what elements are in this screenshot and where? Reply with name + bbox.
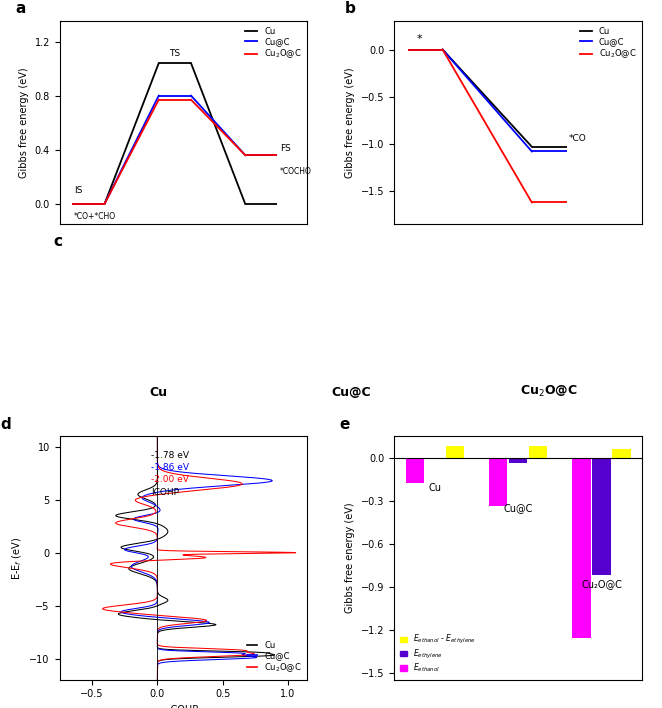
Bar bbox=[509, 457, 528, 464]
Bar bbox=[529, 446, 547, 457]
X-axis label: -COHP: -COHP bbox=[168, 705, 199, 708]
Y-axis label: Gibbs free energy (eV): Gibbs free energy (eV) bbox=[346, 503, 355, 613]
Bar bbox=[489, 457, 507, 506]
Legend: Cu, Cu@C, Cu$_2$O@C: Cu, Cu@C, Cu$_2$O@C bbox=[243, 25, 303, 62]
Bar bbox=[573, 457, 591, 638]
Text: a: a bbox=[15, 1, 25, 16]
Legend: Cu, Cu@C, Cu$_2$O@C: Cu, Cu@C, Cu$_2$O@C bbox=[578, 25, 638, 62]
Text: -1.78 eV: -1.78 eV bbox=[152, 451, 189, 460]
Bar bbox=[426, 457, 444, 459]
Bar bbox=[612, 449, 631, 457]
Text: ICOHP: ICOHP bbox=[152, 488, 179, 496]
Text: Cu: Cu bbox=[428, 484, 442, 493]
Text: Cu$_2$O@C: Cu$_2$O@C bbox=[520, 384, 578, 399]
Text: *: * bbox=[416, 34, 422, 44]
Text: Cu@C: Cu@C bbox=[504, 503, 533, 513]
Bar bbox=[406, 457, 424, 484]
Legend: $E_{ethanol}$ - $E_{ethylene}$, $E_{ethylene}$, $E_{ethanol}$: $E_{ethanol}$ - $E_{ethylene}$, $E_{ethy… bbox=[398, 632, 478, 676]
Text: *CO: *CO bbox=[569, 134, 587, 143]
Text: -2.00 eV: -2.00 eV bbox=[152, 476, 189, 484]
Y-axis label: Gibbs free energy (eV): Gibbs free energy (eV) bbox=[19, 67, 29, 178]
Legend: Cu, Cu@C, Cu$_2$O@C: Cu, Cu@C, Cu$_2$O@C bbox=[246, 639, 303, 675]
Text: TS: TS bbox=[169, 50, 181, 59]
Text: *CO+*CHO: *CO+*CHO bbox=[74, 212, 116, 221]
Y-axis label: Gibbs free energy (eV): Gibbs free energy (eV) bbox=[346, 67, 355, 178]
Text: IS: IS bbox=[74, 186, 82, 195]
Text: b: b bbox=[345, 1, 355, 16]
Text: *COCHO: *COCHO bbox=[280, 167, 312, 176]
Text: c: c bbox=[54, 234, 63, 249]
Text: d: d bbox=[0, 417, 11, 432]
Text: Cu@C: Cu@C bbox=[331, 386, 371, 399]
Y-axis label: E-E$_f$ (eV): E-E$_f$ (eV) bbox=[11, 537, 24, 580]
Text: e: e bbox=[340, 417, 350, 432]
Text: Cu₂O@C: Cu₂O@C bbox=[581, 579, 622, 590]
Bar bbox=[592, 457, 611, 575]
Text: FS: FS bbox=[280, 144, 291, 153]
Text: Cu: Cu bbox=[150, 386, 167, 399]
Text: -1.86 eV: -1.86 eV bbox=[152, 463, 189, 472]
Bar bbox=[446, 446, 464, 457]
